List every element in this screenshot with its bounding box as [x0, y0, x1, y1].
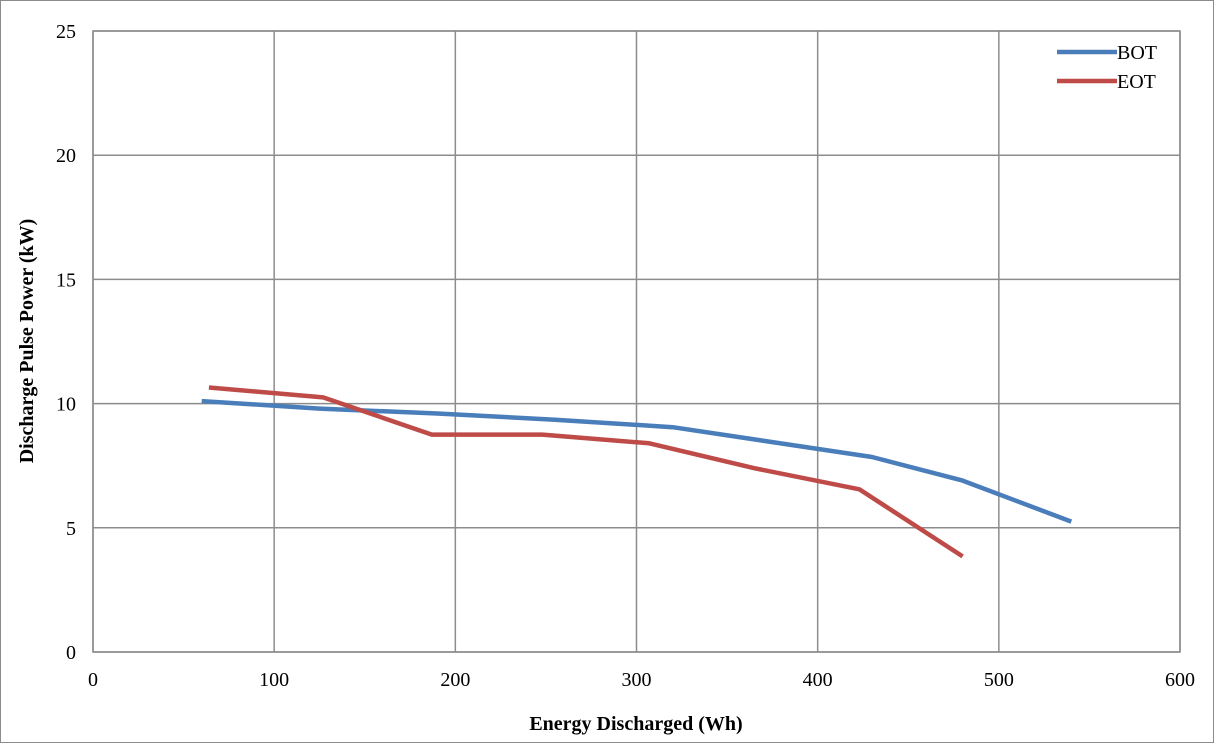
- x-axis-title: Energy Discharged (Wh): [529, 713, 742, 735]
- x-tick-label: 500: [984, 669, 1014, 691]
- x-tick-label: 300: [622, 669, 652, 691]
- plot-area: [92, 30, 1181, 653]
- y-tick-label: 20: [56, 145, 76, 167]
- x-tick-label: 600: [1165, 669, 1195, 691]
- x-tick-label: 400: [803, 669, 833, 691]
- legend-label-eot: EOT: [1117, 71, 1156, 93]
- y-tick-label: 15: [56, 269, 76, 291]
- x-tick-labels: 0 100 200 300 400 500 600: [88, 669, 1195, 691]
- y-tick-label: 5: [66, 518, 76, 540]
- series-layer: [201, 385, 1073, 559]
- series-line-eot: [208, 385, 964, 559]
- legend: BOT EOT: [1057, 42, 1157, 93]
- y-axis-title: Discharge Pulse Power (kW): [16, 219, 38, 464]
- legend-label-bot: BOT: [1117, 42, 1157, 64]
- y-tick-label: 10: [56, 394, 76, 416]
- y-tick-label: 25: [56, 21, 76, 43]
- x-tick-label: 200: [440, 669, 470, 691]
- x-tick-label: 0: [88, 669, 98, 691]
- plot-border: [92, 30, 1181, 653]
- grid-lines: [92, 30, 1181, 653]
- y-tick-labels: 0 5 10 15 20 25: [56, 21, 76, 664]
- y-tick-label: 0: [66, 642, 76, 664]
- x-tick-label: 100: [259, 669, 289, 691]
